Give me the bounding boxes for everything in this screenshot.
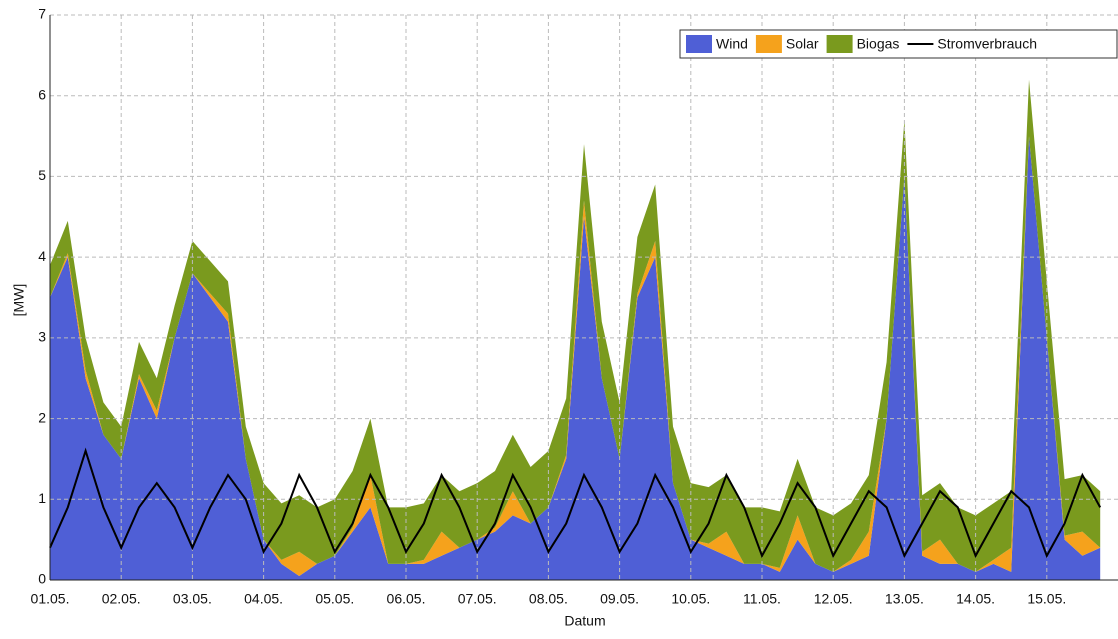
legend-swatch [686,35,712,53]
x-tick-label: 11.05. [743,591,781,607]
y-tick-label: 3 [38,329,46,345]
x-tick-label: 15.05. [1027,591,1066,607]
legend-label: Solar [786,36,819,52]
legend-swatch [826,35,853,53]
y-tick-label: 2 [38,409,46,425]
legend-box [679,29,1118,59]
x-tick-label: 12.05. [814,591,853,607]
legend-label: Wind [716,36,748,52]
x-tick-label: 01.05. [31,591,70,607]
legend-label: Biogas [857,36,900,52]
y-axis-label: [MW] [11,284,27,317]
x-axis-label: Datum [564,613,605,629]
y-tick-label: 7 [38,6,46,22]
legend-swatch [755,35,782,53]
y-tick-label: 4 [38,248,46,264]
x-tick-label: 06.05. [387,591,426,607]
x-tick-label: 14.05. [956,591,995,607]
line-stromverbrauch [49,447,1102,559]
x-tick-label: 04.05. [244,591,283,607]
area-wind [50,136,1101,581]
y-tick-label: 5 [38,167,46,183]
x-tick-label: 13.05. [885,591,924,607]
y-tick-label: 0 [38,571,46,587]
x-tick-label: 07.05. [458,591,497,607]
area-biogas [50,79,1101,572]
x-tick-label: 08.05. [529,591,568,607]
x-tick-label: 09.05. [600,591,639,607]
y-tick-label: 6 [38,86,46,102]
y-tick-label: 1 [38,490,46,506]
x-tick-label: 02.05. [102,591,141,607]
x-tick-label: 10.05. [671,591,710,607]
x-tick-label: 05.05. [315,591,354,607]
legend-label: Stromverbrauch [937,36,1037,52]
x-tick-label: 03.05. [173,591,212,607]
